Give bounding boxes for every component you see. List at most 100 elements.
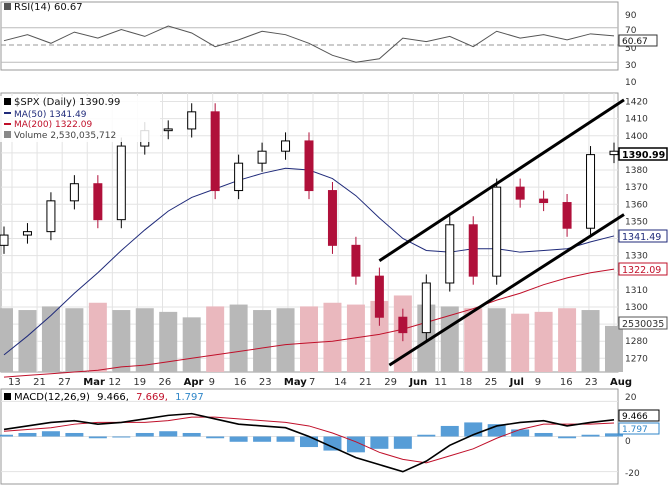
candlesticks: [0, 103, 619, 342]
last-price-label: 1390.99: [622, 150, 665, 161]
candle-body: [468, 224, 478, 277]
price-legend: $SPX (Daily) 1390.99 MA(50) 1341.49 MA(2…: [0, 96, 160, 142]
macd-legend-macd: 9.466,: [97, 392, 129, 403]
candle-body: [116, 145, 126, 221]
date-tick-label: 16: [560, 377, 573, 388]
volume-bar: [159, 311, 178, 372]
macd-hist-box: [618, 422, 660, 435]
macd-line: [3, 412, 615, 473]
candle-body: [22, 231, 32, 236]
macd-histogram-bar: [393, 436, 412, 449]
macd-histogram-bar: [206, 436, 225, 439]
date-tick-label: 16: [234, 377, 247, 388]
date-tick-label: May: [284, 377, 307, 388]
macd-value-label: 9.466: [622, 412, 648, 422]
price-panel: $SPX (Daily) 1390.99 MA(50) 1341.49 MA(2…: [0, 92, 668, 378]
date-tick-label: Mar: [83, 377, 105, 388]
date-tick-label: Aug: [610, 377, 632, 388]
ma200-line: [3, 268, 615, 378]
macd-histogram-bar: [112, 436, 131, 438]
date-tick-label: 11: [434, 377, 447, 388]
candle-body: [327, 190, 337, 246]
candle-body: [539, 198, 549, 204]
date-tick-label: 13: [8, 377, 21, 388]
macd-value-box: [618, 409, 660, 422]
price-tick-label: 1380: [625, 166, 648, 176]
ma200-value-label: 1322.09: [622, 265, 661, 276]
ma50-value-box: [618, 229, 668, 243]
candle-body: [398, 316, 408, 334]
date-tick-label: 18: [460, 377, 473, 388]
candle-body: [163, 128, 173, 132]
price-legend-swatch: [4, 98, 11, 105]
macd-histogram-bar: [605, 433, 623, 437]
macd-histogram-bar: [534, 432, 553, 437]
price-tick-label: 1410: [625, 115, 648, 125]
macd-histogram-bar: [581, 434, 600, 437]
volume-bar: [41, 306, 60, 372]
date-tick-label: 14: [334, 377, 347, 388]
macd-legend-hist: 1.797: [175, 392, 204, 403]
rsi-legend-text: RSI(14) 60.67: [14, 2, 83, 13]
volume-bar: [370, 300, 389, 372]
candle-body: [609, 150, 619, 156]
ma200-value-box: [618, 262, 668, 276]
macd-tick-minus20: -20: [625, 469, 640, 479]
candle-body: [281, 140, 291, 152]
candle-body: [515, 186, 525, 200]
macd-tick-20: 20: [625, 393, 637, 403]
volume-bar: [581, 310, 600, 372]
macd-legend-swatch: [4, 393, 11, 400]
macd-histogram-bar: [229, 436, 248, 442]
rsi-tick-70: 70: [625, 26, 637, 36]
candle-body: [304, 140, 314, 192]
date-tick-label: 26: [159, 377, 172, 388]
rsi-tick-50: 50: [625, 44, 637, 54]
candle-body: [257, 150, 267, 164]
candle-body: [69, 183, 79, 202]
volume-bar: [276, 308, 295, 372]
date-tick-label: 19: [133, 377, 146, 388]
price-tick-label: 1300: [625, 303, 648, 313]
volume-bar: [135, 308, 154, 372]
candle-body: [562, 202, 572, 229]
date-tick-label: 9: [209, 377, 215, 388]
volume-bar: [440, 306, 459, 372]
volume-bar: [253, 310, 272, 372]
price-tick-label: 1280: [625, 337, 648, 347]
candle-body: [586, 154, 596, 229]
price-value-labels: 1390.99 1341.49 1322.09 2530035: [618, 147, 668, 330]
macd-legend-signal: 7.669,: [136, 392, 168, 403]
candle-body: [210, 111, 220, 192]
macd-signal-line: [3, 416, 615, 464]
rsi-tick-10: 10: [625, 78, 637, 88]
macd-histogram-bar: [558, 436, 577, 439]
macd-histogram-bar: [0, 434, 13, 437]
volume-bar: [0, 308, 13, 372]
trend-channel-upper: [378, 98, 625, 262]
macd-tick-0: 0: [625, 437, 631, 447]
rsi-gridlines: [1, 27, 618, 63]
price-tick-label: 1350: [625, 217, 648, 227]
price-tick-label: 1360: [625, 200, 648, 210]
volume-bar: [558, 308, 577, 372]
candle-body: [234, 162, 244, 192]
price-tick-label: 1400: [625, 132, 648, 142]
macd-histogram-bar: [511, 429, 530, 437]
macd-histogram-bar: [18, 432, 37, 437]
macd-histogram-bar: [41, 431, 60, 437]
rsi-axis: 90 70 50 30 10 60.67: [618, 11, 658, 88]
volume-bar: [112, 310, 131, 372]
date-tick-label: 23: [259, 377, 272, 388]
macd-hist-label: 1.797: [622, 425, 648, 435]
volume-bar: [511, 313, 530, 372]
candle-body: [351, 244, 361, 277]
macd-histogram-bar: [159, 431, 178, 437]
price-tick-label: 1310: [625, 286, 648, 296]
macd-histogram-bar: [440, 425, 459, 437]
volume-bar: [88, 302, 107, 372]
candle-body: [187, 111, 197, 130]
rsi-legend: RSI(14) 60.67: [4, 2, 83, 13]
